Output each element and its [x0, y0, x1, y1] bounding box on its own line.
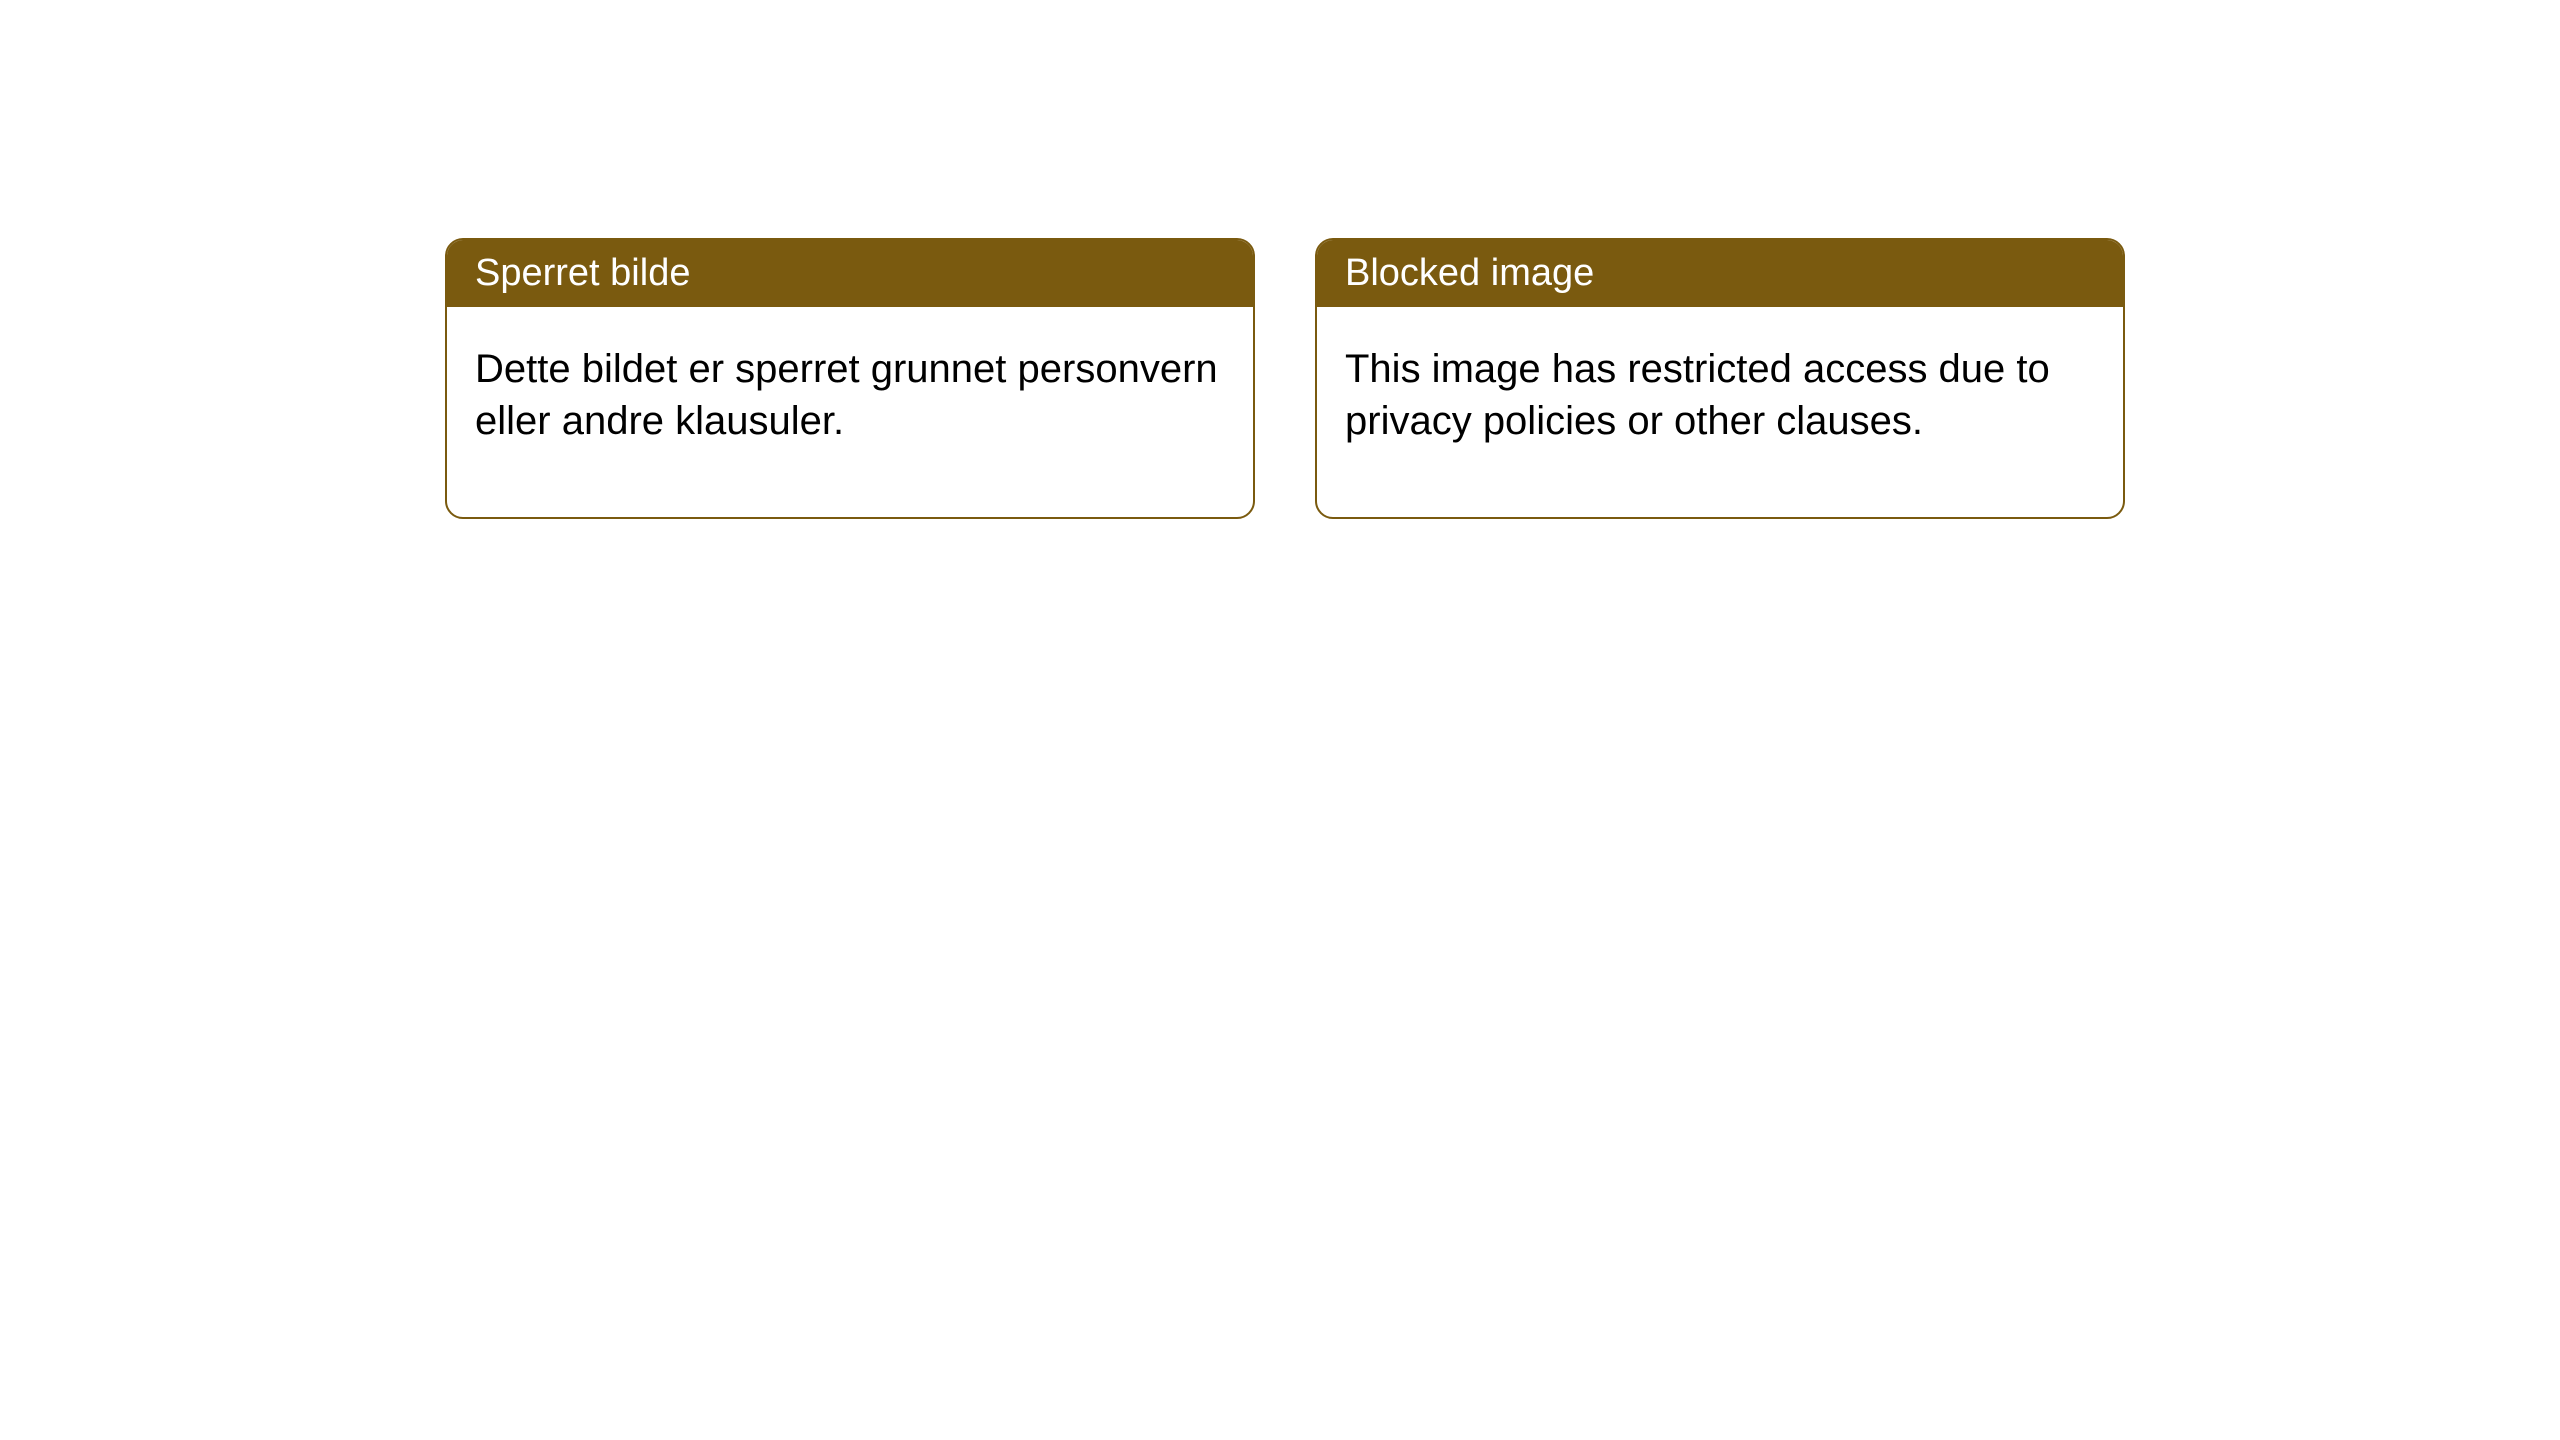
notice-body-english: This image has restricted access due to … [1317, 307, 2123, 517]
notice-title-english: Blocked image [1317, 240, 2123, 307]
notice-card-english: Blocked image This image has restricted … [1315, 238, 2125, 519]
notice-title-norwegian: Sperret bilde [447, 240, 1253, 307]
notice-card-norwegian: Sperret bilde Dette bildet er sperret gr… [445, 238, 1255, 519]
notice-body-norwegian: Dette bildet er sperret grunnet personve… [447, 307, 1253, 517]
notice-container: Sperret bilde Dette bildet er sperret gr… [0, 0, 2560, 519]
